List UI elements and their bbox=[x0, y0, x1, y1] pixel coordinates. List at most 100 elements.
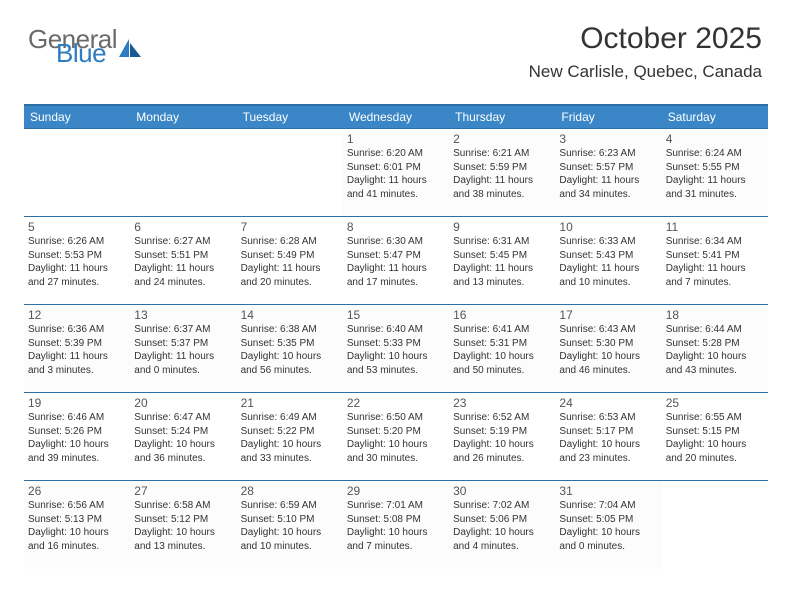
sunrise-line: Sunrise: 6:34 AM bbox=[666, 235, 764, 249]
sunrise-line: Sunrise: 6:59 AM bbox=[241, 499, 339, 513]
sunrise-line: Sunrise: 6:23 AM bbox=[559, 147, 657, 161]
day-number: 20 bbox=[134, 396, 232, 410]
calendar-cell: 3Sunrise: 6:23 AMSunset: 5:57 PMDaylight… bbox=[555, 129, 661, 217]
sunrise-line: Sunrise: 6:43 AM bbox=[559, 323, 657, 337]
calendar-week-row: 12Sunrise: 6:36 AMSunset: 5:39 PMDayligh… bbox=[24, 305, 768, 393]
daylight-line: Daylight: 11 hours and 17 minutes. bbox=[347, 262, 445, 289]
sunrise-line: Sunrise: 6:55 AM bbox=[666, 411, 764, 425]
sunset-line: Sunset: 5:43 PM bbox=[559, 249, 657, 263]
sunset-line: Sunset: 5:26 PM bbox=[28, 425, 126, 439]
sunset-line: Sunset: 5:53 PM bbox=[28, 249, 126, 263]
day-number: 3 bbox=[559, 132, 657, 146]
sunrise-line: Sunrise: 6:37 AM bbox=[134, 323, 232, 337]
day-number: 24 bbox=[559, 396, 657, 410]
calendar-cell: 2Sunrise: 6:21 AMSunset: 5:59 PMDaylight… bbox=[449, 129, 555, 217]
sunset-line: Sunset: 5:30 PM bbox=[559, 337, 657, 351]
calendar-cell: 24Sunrise: 6:53 AMSunset: 5:17 PMDayligh… bbox=[555, 393, 661, 481]
day-number: 19 bbox=[28, 396, 126, 410]
sunset-line: Sunset: 5:17 PM bbox=[559, 425, 657, 439]
sunset-line: Sunset: 5:39 PM bbox=[28, 337, 126, 351]
day-number: 7 bbox=[241, 220, 339, 234]
calendar-cell: 14Sunrise: 6:38 AMSunset: 5:35 PMDayligh… bbox=[237, 305, 343, 393]
sunset-line: Sunset: 5:28 PM bbox=[666, 337, 764, 351]
calendar-cell: 23Sunrise: 6:52 AMSunset: 5:19 PMDayligh… bbox=[449, 393, 555, 481]
sunset-line: Sunset: 5:10 PM bbox=[241, 513, 339, 527]
sunrise-line: Sunrise: 6:44 AM bbox=[666, 323, 764, 337]
calendar-cell bbox=[130, 129, 236, 217]
day-number: 14 bbox=[241, 308, 339, 322]
calendar-cell: 18Sunrise: 6:44 AMSunset: 5:28 PMDayligh… bbox=[662, 305, 768, 393]
day-number: 21 bbox=[241, 396, 339, 410]
day-number: 8 bbox=[347, 220, 445, 234]
sunrise-line: Sunrise: 7:01 AM bbox=[347, 499, 445, 513]
sunrise-line: Sunrise: 6:31 AM bbox=[453, 235, 551, 249]
calendar-cell: 4Sunrise: 6:24 AMSunset: 5:55 PMDaylight… bbox=[662, 129, 768, 217]
sunset-line: Sunset: 5:59 PM bbox=[453, 161, 551, 175]
sunset-line: Sunset: 5:06 PM bbox=[453, 513, 551, 527]
sunset-line: Sunset: 5:35 PM bbox=[241, 337, 339, 351]
sunset-line: Sunset: 5:22 PM bbox=[241, 425, 339, 439]
calendar-cell: 1Sunrise: 6:20 AMSunset: 6:01 PMDaylight… bbox=[343, 129, 449, 217]
day-number: 2 bbox=[453, 132, 551, 146]
day-header: Sunday bbox=[24, 105, 130, 129]
daylight-line: Daylight: 10 hours and 33 minutes. bbox=[241, 438, 339, 465]
calendar-cell: 9Sunrise: 6:31 AMSunset: 5:45 PMDaylight… bbox=[449, 217, 555, 305]
daylight-line: Daylight: 11 hours and 34 minutes. bbox=[559, 174, 657, 201]
daylight-line: Daylight: 10 hours and 20 minutes. bbox=[666, 438, 764, 465]
day-number: 9 bbox=[453, 220, 551, 234]
sunrise-line: Sunrise: 6:27 AM bbox=[134, 235, 232, 249]
sunset-line: Sunset: 5:55 PM bbox=[666, 161, 764, 175]
sunset-line: Sunset: 5:12 PM bbox=[134, 513, 232, 527]
sunrise-line: Sunrise: 6:56 AM bbox=[28, 499, 126, 513]
calendar-cell: 7Sunrise: 6:28 AMSunset: 5:49 PMDaylight… bbox=[237, 217, 343, 305]
day-number: 4 bbox=[666, 132, 764, 146]
sunrise-line: Sunrise: 6:50 AM bbox=[347, 411, 445, 425]
daylight-line: Daylight: 11 hours and 41 minutes. bbox=[347, 174, 445, 201]
logo: General Blue bbox=[28, 28, 141, 64]
sunrise-line: Sunrise: 6:49 AM bbox=[241, 411, 339, 425]
day-number: 26 bbox=[28, 484, 126, 498]
calendar-cell: 13Sunrise: 6:37 AMSunset: 5:37 PMDayligh… bbox=[130, 305, 236, 393]
daylight-line: Daylight: 10 hours and 30 minutes. bbox=[347, 438, 445, 465]
sunrise-line: Sunrise: 6:53 AM bbox=[559, 411, 657, 425]
day-header: Friday bbox=[555, 105, 661, 129]
sunrise-line: Sunrise: 6:41 AM bbox=[453, 323, 551, 337]
calendar-cell: 28Sunrise: 6:59 AMSunset: 5:10 PMDayligh… bbox=[237, 481, 343, 569]
daylight-line: Daylight: 10 hours and 0 minutes. bbox=[559, 526, 657, 553]
day-number: 11 bbox=[666, 220, 764, 234]
sunrise-line: Sunrise: 6:58 AM bbox=[134, 499, 232, 513]
logo-word2: Blue bbox=[56, 42, 117, 64]
daylight-line: Daylight: 10 hours and 4 minutes. bbox=[453, 526, 551, 553]
day-header: Wednesday bbox=[343, 105, 449, 129]
day-number: 30 bbox=[453, 484, 551, 498]
sunset-line: Sunset: 5:51 PM bbox=[134, 249, 232, 263]
calendar-cell: 16Sunrise: 6:41 AMSunset: 5:31 PMDayligh… bbox=[449, 305, 555, 393]
sunset-line: Sunset: 5:19 PM bbox=[453, 425, 551, 439]
daylight-line: Daylight: 10 hours and 43 minutes. bbox=[666, 350, 764, 377]
day-number: 25 bbox=[666, 396, 764, 410]
day-number: 1 bbox=[347, 132, 445, 146]
day-number: 6 bbox=[134, 220, 232, 234]
day-header: Monday bbox=[130, 105, 236, 129]
daylight-line: Daylight: 10 hours and 56 minutes. bbox=[241, 350, 339, 377]
calendar-cell: 10Sunrise: 6:33 AMSunset: 5:43 PMDayligh… bbox=[555, 217, 661, 305]
calendar-cell: 12Sunrise: 6:36 AMSunset: 5:39 PMDayligh… bbox=[24, 305, 130, 393]
day-number: 5 bbox=[28, 220, 126, 234]
calendar-cell: 31Sunrise: 7:04 AMSunset: 5:05 PMDayligh… bbox=[555, 481, 661, 569]
sunrise-line: Sunrise: 6:38 AM bbox=[241, 323, 339, 337]
daylight-line: Daylight: 11 hours and 27 minutes. bbox=[28, 262, 126, 289]
daylight-line: Daylight: 10 hours and 53 minutes. bbox=[347, 350, 445, 377]
location: New Carlisle, Quebec, Canada bbox=[529, 62, 762, 82]
sunset-line: Sunset: 5:20 PM bbox=[347, 425, 445, 439]
sunset-line: Sunset: 5:33 PM bbox=[347, 337, 445, 351]
sunset-line: Sunset: 5:57 PM bbox=[559, 161, 657, 175]
calendar-cell: 5Sunrise: 6:26 AMSunset: 5:53 PMDaylight… bbox=[24, 217, 130, 305]
sunset-line: Sunset: 5:15 PM bbox=[666, 425, 764, 439]
day-number: 27 bbox=[134, 484, 232, 498]
daylight-line: Daylight: 11 hours and 31 minutes. bbox=[666, 174, 764, 201]
sunset-line: Sunset: 5:37 PM bbox=[134, 337, 232, 351]
calendar-week-row: 26Sunrise: 6:56 AMSunset: 5:13 PMDayligh… bbox=[24, 481, 768, 569]
calendar-cell: 29Sunrise: 7:01 AMSunset: 5:08 PMDayligh… bbox=[343, 481, 449, 569]
daylight-line: Daylight: 11 hours and 24 minutes. bbox=[134, 262, 232, 289]
daylight-line: Daylight: 10 hours and 10 minutes. bbox=[241, 526, 339, 553]
